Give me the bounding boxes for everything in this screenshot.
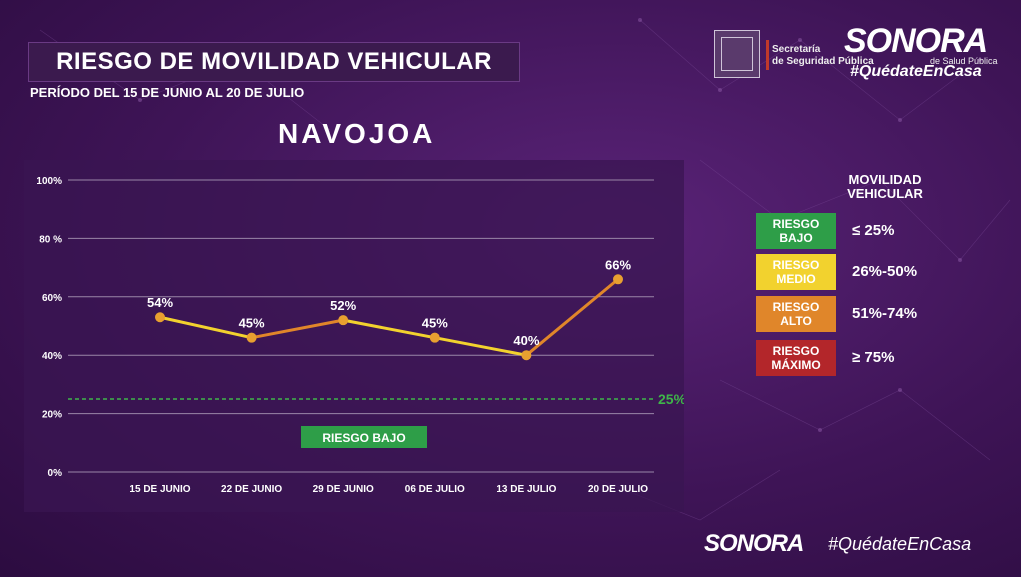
data-point — [155, 312, 165, 323]
x-tick-label: 15 DE JUNIO — [129, 484, 190, 495]
sonora-logo-bottom: SONORA — [704, 530, 804, 557]
data-point — [246, 332, 257, 343]
hashtag-top: #QuédateEnCasa — [850, 63, 982, 80]
data-label: 40% — [513, 333, 539, 348]
y-tick-label: 100% — [36, 176, 62, 187]
mobility-line-chart: 0% 20% 40% 60% 80 % 100% 15 DE JUNIO 22 DE JUNI… — [36, 176, 684, 495]
risk-badge-line1: RIESGO — [772, 300, 820, 314]
logo-divider — [766, 40, 769, 70]
title-box: RIESGO DE MOVILIDAD VEHICULAR — [28, 42, 520, 82]
risk-badge-bajo: RIESGO BAJO — [756, 213, 836, 249]
zone-label-box — [301, 426, 427, 448]
data-point — [613, 274, 623, 285]
y-tick-label: 40% — [42, 351, 62, 362]
x-tick-label: 29 DE JUNIO — [313, 484, 374, 495]
risk-range-bajo: ≤ 25% — [852, 222, 895, 239]
x-tick-label: 06 DE JULIO — [405, 484, 465, 495]
y-tick-label: 80 % — [39, 234, 62, 245]
threshold-label: 25% — [658, 391, 684, 407]
risk-badge-alto: RIESGO ALTO — [756, 296, 836, 332]
y-tick-label: 0% — [48, 468, 63, 479]
y-tick-label: 60% — [42, 293, 62, 304]
risk-badge-line2: ALTO — [780, 314, 812, 328]
city-name: NAVOJOA — [278, 118, 436, 149]
risk-badge-line2: BAJO — [779, 231, 813, 245]
data-label: 66% — [605, 257, 631, 272]
salud-text: de Salud Pública — [930, 56, 998, 66]
series-line-segment — [341, 318, 437, 340]
data-label: 54% — [147, 295, 173, 310]
sonora-logo-top: SONORA — [844, 22, 988, 60]
risk-badge-line1: RIESGO — [772, 258, 820, 272]
government-seal-logo — [714, 30, 760, 78]
chart-panel: 0% 20% 40% 60% 80 % 100% 15 DE JUNIO 22 DE JUNI… — [24, 160, 684, 512]
series-line-segment — [250, 318, 345, 340]
risk-badge-máximo: RIESGO MÁXIMO — [756, 340, 836, 376]
data-label: 52% — [330, 298, 356, 313]
risk-badge-line1: RIESGO — [772, 217, 820, 231]
legend-title-line2: VEHICULAR — [847, 186, 923, 201]
x-tick-label: 13 DE JULIO — [496, 484, 556, 495]
risk-badge-line2: MÁXIMO — [771, 358, 821, 372]
hashtag-bottom: #QuédateEnCasa — [828, 534, 972, 554]
x-tick-label: 22 DE JUNIO — [221, 484, 282, 495]
series-line-segment — [524, 277, 620, 357]
data-label: 45% — [239, 316, 265, 331]
risk-range-alto: 51%-74% — [852, 305, 918, 322]
period-subtitle: PERÍODO DEL 15 DE JUNIO AL 20 DE JULIO — [30, 85, 305, 100]
risk-badge-line2: MEDIO — [776, 272, 816, 286]
risk-range-medio: 26%-50% — [852, 263, 918, 280]
data-point — [338, 315, 349, 326]
series-line-segment — [433, 336, 528, 357]
series-line-segment — [158, 315, 254, 340]
risk-badge-medio: RIESGO MEDIO — [756, 254, 836, 290]
zone-label: RIESGO BAJO — [322, 431, 405, 445]
secretaria-line2: de Seguridad Pública — [772, 56, 874, 67]
risk-range-máximo: ≥ 75% — [852, 349, 895, 366]
secretaria-line1: Secretaría — [772, 44, 821, 55]
data-point — [521, 350, 532, 361]
data-label: 45% — [422, 316, 448, 331]
legend-title-line1: MOVILIDAD — [848, 172, 922, 187]
y-tick-label: 20% — [42, 410, 62, 421]
page-title: RIESGO DE MOVILIDAD VEHICULAR — [56, 48, 492, 75]
data-point — [429, 332, 440, 343]
risk-badge-line1: RIESGO — [772, 344, 820, 358]
x-tick-label: 20 DE JULIO — [588, 484, 648, 495]
